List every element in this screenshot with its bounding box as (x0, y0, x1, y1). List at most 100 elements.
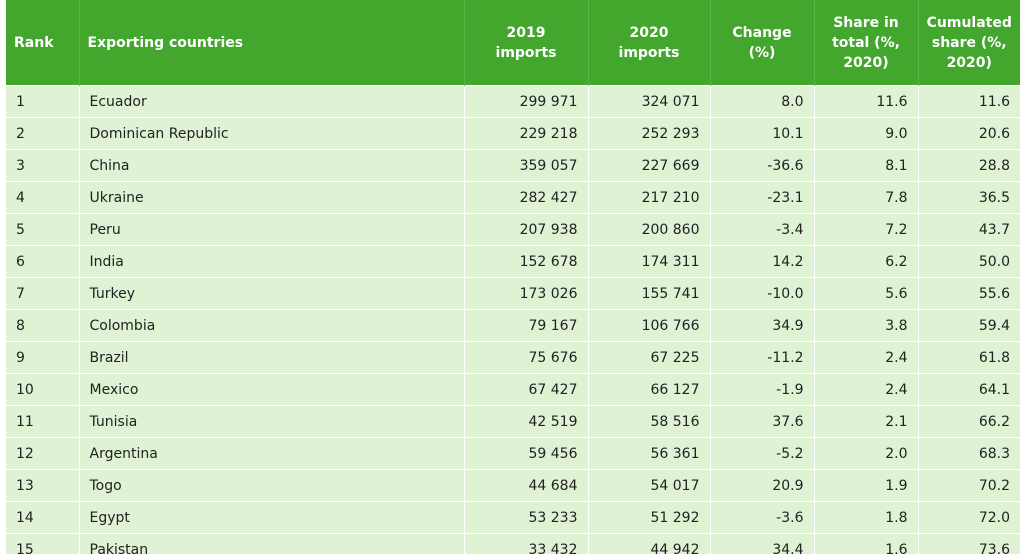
table-row: 15 Pakistan 33 432 44 942 34.4 1.6 73.6 (6, 533, 1020, 554)
cell-country: India (79, 245, 465, 278)
cell-share: 2.1 (814, 405, 919, 438)
cell-share: 5.6 (814, 277, 919, 310)
cell-imports-2020: 51 292 (588, 501, 711, 534)
cell-cumulated: 73.6 (918, 533, 1020, 554)
cell-share: 2.4 (814, 373, 919, 406)
table-row: 11 Tunisia 42 519 58 516 37.6 2.1 66.2 (6, 405, 1020, 438)
cell-rank: 1 (6, 85, 80, 118)
cell-country: Egypt (79, 501, 465, 534)
header-change-line2: (%) (748, 44, 776, 61)
cell-imports-2020: 252 293 (588, 117, 711, 150)
cell-rank: 12 (6, 437, 80, 470)
cell-cumulated: 70.2 (918, 469, 1020, 502)
cell-share: 11.6 (814, 85, 919, 118)
cell-rank: 5 (6, 213, 80, 246)
cell-share: 1.9 (814, 469, 919, 502)
cell-imports-2019: 229 218 (464, 117, 589, 150)
cell-cumulated: 59.4 (918, 309, 1020, 342)
table-row: 9 Brazil 75 676 67 225 -11.2 2.4 61.8 (6, 341, 1020, 374)
cell-imports-2019: 282 427 (464, 181, 589, 214)
cell-country: Peru (79, 213, 465, 246)
cell-imports-2020: 54 017 (588, 469, 711, 502)
table-row: 10 Mexico 67 427 66 127 -1.9 2.4 64.1 (6, 373, 1020, 406)
table-row: 6 India 152 678 174 311 14.2 6.2 50.0 (6, 245, 1020, 278)
cell-imports-2019: 299 971 (464, 85, 589, 118)
cell-imports-2020: 155 741 (588, 277, 711, 310)
cell-change: 14.2 (710, 245, 815, 278)
cell-country: China (79, 149, 465, 182)
cell-country: Dominican Republic (79, 117, 465, 150)
cell-cumulated: 66.2 (918, 405, 1020, 438)
cell-country: Tunisia (79, 405, 465, 438)
table-row: 4 Ukraine 282 427 217 210 -23.1 7.8 36.5 (6, 181, 1020, 214)
cell-imports-2019: 67 427 (464, 373, 589, 406)
cell-imports-2020: 58 516 (588, 405, 711, 438)
cell-imports-2019: 75 676 (464, 341, 589, 374)
cell-cumulated: 36.5 (918, 181, 1020, 214)
cell-share: 7.2 (814, 213, 919, 246)
header-row: Rank Exporting countries 2019 imports 20… (6, 0, 1020, 86)
cell-change: -5.2 (710, 437, 815, 470)
cell-rank: 14 (6, 501, 80, 534)
cell-imports-2019: 53 233 (464, 501, 589, 534)
cell-cumulated: 11.6 (918, 85, 1020, 118)
header-imports-2019-line2: imports (495, 44, 557, 61)
header-country: Exporting countries (79, 0, 465, 86)
cell-country: Pakistan (79, 533, 465, 554)
header-imports-2019-line1: 2019 (506, 24, 546, 41)
cell-change: -36.6 (710, 149, 815, 182)
header-country-label: Exporting countries (87, 34, 244, 51)
cell-imports-2020: 44 942 (588, 533, 711, 554)
cell-imports-2020: 324 071 (588, 85, 711, 118)
cell-share: 9.0 (814, 117, 919, 150)
cell-change: -3.6 (710, 501, 815, 534)
header-imports-2019: 2019 imports (464, 0, 589, 86)
header-share: Share in total (%, 2020) (814, 0, 919, 86)
cell-imports-2020: 217 210 (588, 181, 711, 214)
cell-country: Togo (79, 469, 465, 502)
cell-imports-2019: 79 167 (464, 309, 589, 342)
cell-share: 2.4 (814, 341, 919, 374)
cell-cumulated: 61.8 (918, 341, 1020, 374)
cell-change: 37.6 (710, 405, 815, 438)
header-share-line3: 2020) (843, 54, 889, 71)
header-cumulated: Cumulated share (%, 2020) (918, 0, 1020, 86)
table-row: 13 Togo 44 684 54 017 20.9 1.9 70.2 (6, 469, 1020, 502)
header-imports-2020: 2020 imports (588, 0, 711, 86)
cell-share: 7.8 (814, 181, 919, 214)
cell-country: Mexico (79, 373, 465, 406)
cell-imports-2019: 152 678 (464, 245, 589, 278)
cell-cumulated: 55.6 (918, 277, 1020, 310)
cell-country: Argentina (79, 437, 465, 470)
cell-imports-2020: 227 669 (588, 149, 711, 182)
cell-change: 34.4 (710, 533, 815, 554)
cell-rank: 7 (6, 277, 80, 310)
cell-rank: 11 (6, 405, 80, 438)
table-header: Rank Exporting countries 2019 imports 20… (6, 0, 1020, 86)
cell-imports-2019: 44 684 (464, 469, 589, 502)
cell-share: 8.1 (814, 149, 919, 182)
table-row: 2 Dominican Republic 229 218 252 293 10.1 9.0… (6, 117, 1020, 150)
cell-cumulated: 28.8 (918, 149, 1020, 182)
header-cumulated-line3: 2020) (946, 54, 992, 71)
table-row: 8 Colombia 79 167 106 766 34.9 3.8 59.4 (6, 309, 1020, 342)
cell-share: 6.2 (814, 245, 919, 278)
cell-change: -1.9 (710, 373, 815, 406)
cell-change: 8.0 (710, 85, 815, 118)
cell-share: 1.8 (814, 501, 919, 534)
table-row: 7 Turkey 173 026 155 741 -10.0 5.6 55.6 (6, 277, 1020, 310)
cell-change: 10.1 (710, 117, 815, 150)
cell-imports-2020: 174 311 (588, 245, 711, 278)
header-change-line1: Change (732, 24, 792, 41)
table-row: 14 Egypt 53 233 51 292 -3.6 1.8 72.0 (6, 501, 1020, 534)
cell-imports-2019: 207 938 (464, 213, 589, 246)
cell-share: 2.0 (814, 437, 919, 470)
cell-rank: 3 (6, 149, 80, 182)
cell-change: 34.9 (710, 309, 815, 342)
cell-change: -11.2 (710, 341, 815, 374)
header-cumulated-line2: share (%, (931, 34, 1007, 51)
header-imports-2020-line1: 2020 (629, 24, 669, 41)
cell-imports-2019: 59 456 (464, 437, 589, 470)
cell-imports-2020: 66 127 (588, 373, 711, 406)
cell-share: 3.8 (814, 309, 919, 342)
